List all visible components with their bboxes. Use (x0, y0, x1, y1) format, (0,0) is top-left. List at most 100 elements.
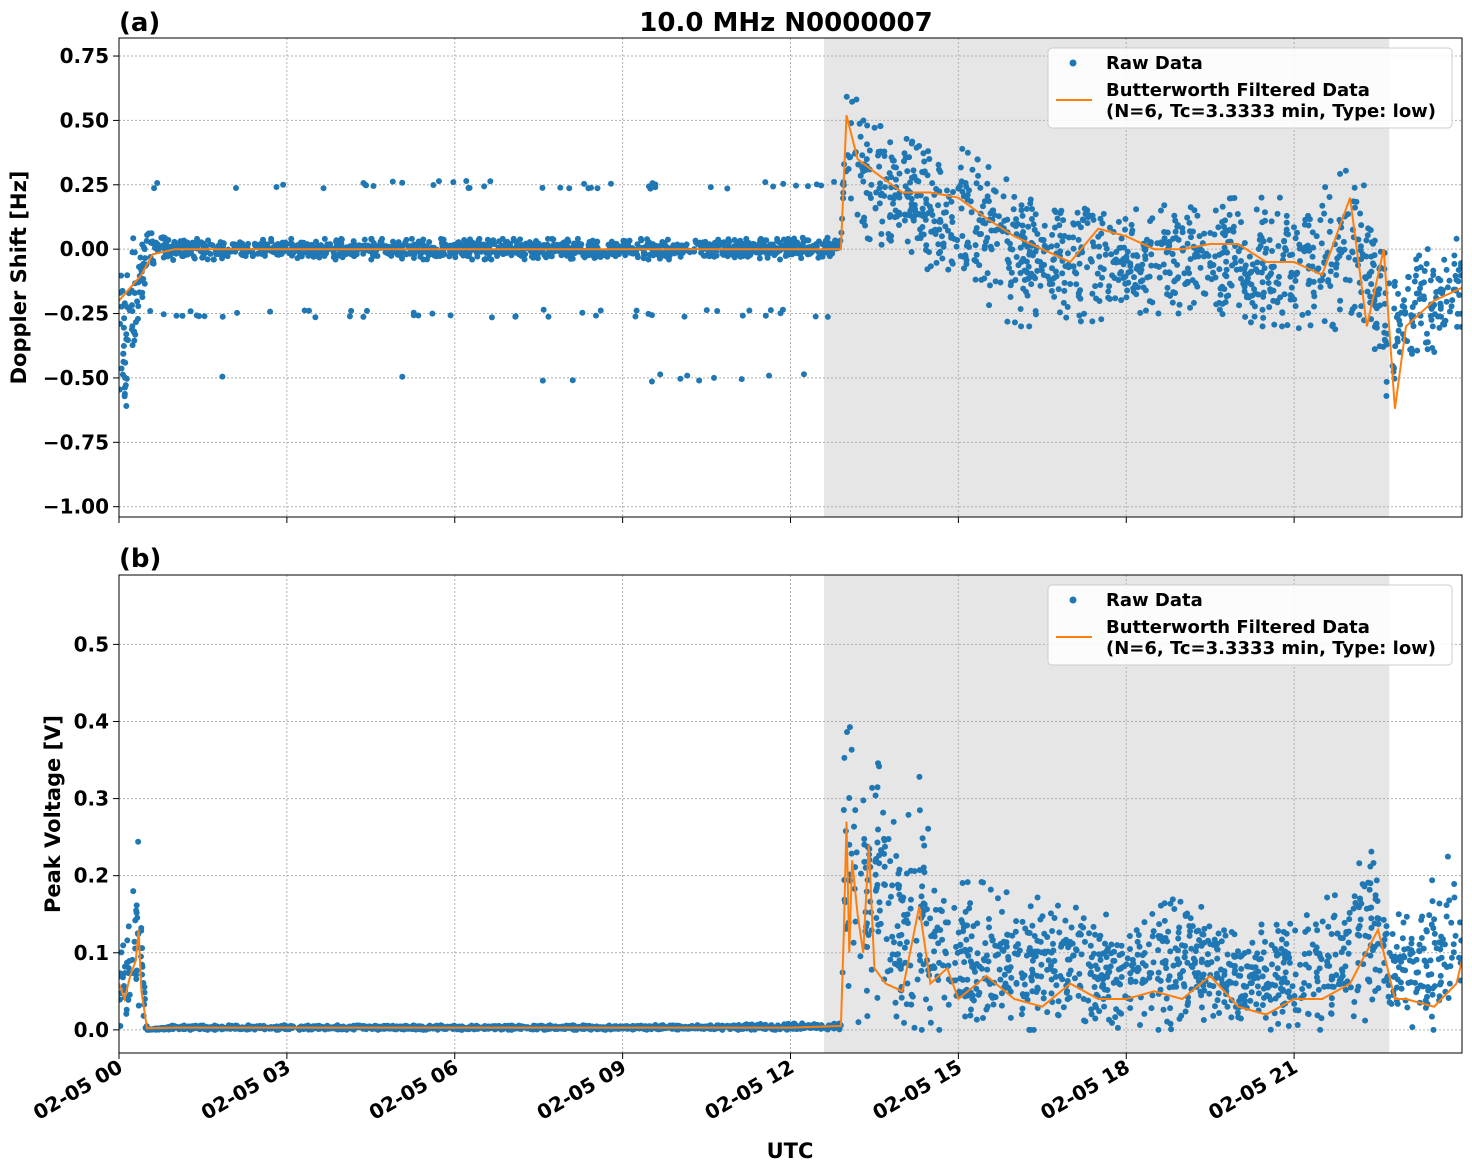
raw-data-point (1284, 322, 1290, 328)
raw-data-point (344, 250, 350, 256)
raw-data-point (1263, 246, 1269, 252)
raw-data-point (1311, 304, 1317, 310)
raw-data-point (904, 871, 910, 877)
raw-data-point (1067, 281, 1073, 287)
raw-data-point (1274, 922, 1280, 928)
raw-data-point (1224, 1004, 1230, 1010)
raw-data-point (867, 148, 873, 154)
raw-data-point (545, 314, 551, 320)
raw-data-point (1013, 944, 1019, 950)
raw-data-point (974, 156, 980, 162)
raw-data-point (1028, 196, 1034, 202)
raw-data-point (877, 200, 883, 206)
raw-data-point (1282, 291, 1288, 297)
raw-data-point (1371, 262, 1377, 268)
raw-data-point (765, 252, 771, 258)
raw-data-point (1333, 272, 1339, 278)
raw-data-point (1095, 966, 1101, 972)
raw-data-point (1222, 249, 1228, 255)
raw-data-point (1451, 881, 1457, 887)
raw-data-point (1233, 980, 1239, 986)
raw-data-point (714, 308, 720, 314)
raw-data-point (1176, 237, 1182, 243)
panel-a-ytick-label-5: −0.50 (43, 366, 109, 390)
raw-data-point (234, 310, 240, 316)
raw-data-point (874, 840, 880, 846)
raw-data-point (696, 378, 702, 384)
raw-data-point (965, 192, 971, 198)
raw-data-point (969, 964, 975, 970)
raw-data-point (1261, 949, 1267, 955)
raw-data-point (1086, 930, 1092, 936)
raw-data-point (1027, 249, 1033, 255)
raw-data-point (1066, 971, 1072, 977)
raw-data-point (825, 314, 831, 320)
raw-data-point (701, 253, 707, 259)
raw-data-point (999, 1003, 1005, 1009)
raw-data-point (1249, 940, 1255, 946)
raw-data-point (1111, 949, 1117, 955)
raw-data-point (847, 724, 853, 730)
raw-data-point (1337, 298, 1343, 304)
raw-data-point (777, 256, 783, 262)
raw-data-point (1127, 933, 1133, 939)
raw-data-point (1260, 279, 1266, 285)
raw-data-point (1423, 927, 1429, 933)
raw-data-point (1131, 274, 1137, 280)
raw-data-point (1247, 973, 1253, 979)
raw-data-point (984, 953, 990, 959)
raw-data-point (1112, 275, 1118, 281)
raw-data-point (1041, 989, 1047, 995)
raw-data-point (1260, 973, 1266, 979)
raw-data-point (885, 231, 891, 237)
raw-data-point (1231, 195, 1237, 201)
raw-data-point (986, 916, 992, 922)
raw-data-point (994, 241, 1000, 247)
raw-data-point (1078, 932, 1084, 938)
raw-data-point (908, 906, 914, 912)
raw-data-point (252, 243, 258, 249)
raw-data-point (1428, 277, 1434, 283)
raw-data-point (1198, 265, 1204, 271)
raw-data-point (1215, 224, 1221, 230)
raw-data-point (1405, 286, 1411, 292)
raw-data-point (1372, 303, 1378, 309)
raw-data-point (1123, 254, 1129, 260)
raw-data-point (1458, 260, 1464, 266)
raw-data-point (1337, 307, 1343, 313)
raw-data-point (1356, 903, 1362, 909)
raw-data-point (1218, 285, 1224, 291)
raw-data-point (749, 1021, 755, 1027)
raw-data-point (121, 315, 127, 321)
raw-data-point (904, 168, 910, 174)
raw-data-point (360, 243, 366, 249)
raw-data-point (904, 136, 910, 142)
raw-data-point (1299, 312, 1305, 318)
raw-data-point (1441, 257, 1447, 263)
raw-data-point (1365, 232, 1371, 238)
raw-data-point (1081, 915, 1087, 921)
raw-data-point (1329, 931, 1335, 937)
raw-data-point (1324, 894, 1330, 900)
raw-data-point (1229, 262, 1235, 268)
raw-data-point (846, 166, 852, 172)
raw-data-point (1008, 1015, 1014, 1021)
raw-data-point (954, 244, 960, 250)
raw-data-point (1095, 234, 1101, 240)
raw-data-point (1327, 194, 1333, 200)
raw-data-point (570, 377, 576, 383)
raw-data-point (1194, 213, 1200, 219)
raw-data-point (801, 371, 807, 377)
raw-data-point (117, 386, 123, 392)
raw-data-point (987, 282, 993, 288)
raw-data-point (936, 1027, 942, 1033)
raw-data-point (1269, 982, 1275, 988)
raw-data-point (829, 251, 835, 257)
raw-data-point (1356, 312, 1362, 318)
raw-data-point (878, 231, 884, 237)
raw-data-point (1247, 270, 1253, 276)
raw-data-point (1249, 300, 1255, 306)
raw-data-point (1366, 977, 1372, 983)
raw-data-point (540, 378, 546, 384)
raw-data-point (1080, 217, 1086, 223)
